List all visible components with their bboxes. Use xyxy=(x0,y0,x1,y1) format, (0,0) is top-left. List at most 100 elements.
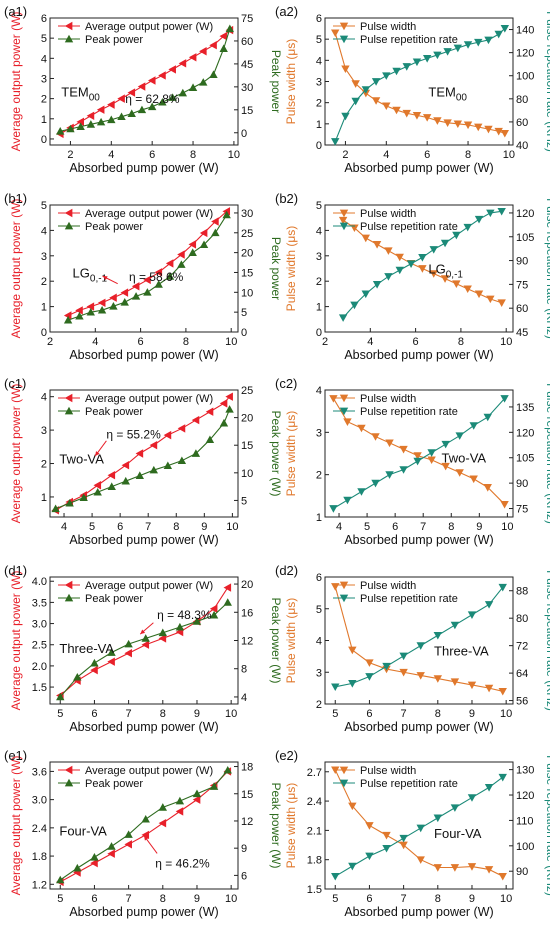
y-left-tick-label: 1 xyxy=(41,492,47,504)
data-point xyxy=(498,773,507,782)
y-left-tick-label: 2 xyxy=(41,276,47,288)
data-point xyxy=(484,125,493,134)
x-tick-label: 6 xyxy=(149,149,155,161)
data-point xyxy=(121,476,130,485)
data-point xyxy=(416,856,425,864)
y-right-tick-label: 90 xyxy=(516,866,528,878)
data-point xyxy=(121,460,130,470)
data-point xyxy=(450,678,460,686)
chart-panel-c2: 4 5 6 7 8 9 10 1 2 3 4 75 90 105 120 135 Absorbed pump p… xyxy=(275,376,550,547)
y-right-tick-label: 12 xyxy=(241,816,253,828)
efficiency-arrow-head xyxy=(140,629,146,635)
data-point xyxy=(65,498,74,507)
x-tick-label: 7 xyxy=(126,708,132,720)
x-tick-label: 8 xyxy=(183,336,189,348)
data-point xyxy=(66,124,75,133)
data-point xyxy=(443,48,452,56)
y-left-tick-label: 5 xyxy=(316,34,322,46)
data-point xyxy=(73,863,82,872)
y-left-tick-label: 5 xyxy=(316,200,322,212)
data-point xyxy=(433,51,442,60)
data-point xyxy=(137,105,147,114)
efficiency-label: η = 46.2% xyxy=(155,856,210,870)
data-point xyxy=(474,290,484,299)
legend-marker xyxy=(339,35,349,44)
data-point xyxy=(395,253,404,262)
x-tick-label: 4 xyxy=(367,336,373,348)
y-right-tick-label: 56 xyxy=(516,696,528,708)
y-left-tick-label: 3.6 xyxy=(32,766,47,778)
data-point xyxy=(191,415,200,425)
data-point xyxy=(500,500,509,509)
data-point xyxy=(382,662,391,671)
efficiency-arrow-head xyxy=(102,276,108,281)
data-point xyxy=(406,260,416,268)
legend-marker xyxy=(339,407,349,416)
data-point xyxy=(205,407,214,416)
chart-panel-b1: 2 4 6 8 10 0 1 2 3 4 5 0 5 10 15 20 25 30 Absorbed pump po… xyxy=(4,191,283,362)
y-left-tick-label: 5 xyxy=(316,604,322,616)
data-point xyxy=(209,782,219,790)
data-point xyxy=(223,765,232,774)
data-point xyxy=(455,469,464,477)
data-point xyxy=(486,209,495,218)
data-point xyxy=(399,841,408,850)
mode-label-main: LG xyxy=(428,262,445,277)
data-point xyxy=(225,405,234,413)
y-right-tick-label: 120 xyxy=(516,790,534,802)
data-point xyxy=(433,864,442,872)
x-tick-label: 6 xyxy=(366,893,372,905)
y-left-tick-label: 4 xyxy=(316,225,322,237)
y-left-tick-label: 3 xyxy=(41,425,47,437)
data-point xyxy=(141,634,150,642)
y-right-tick-label: 40 xyxy=(516,140,528,152)
efficiency-label: η = 58.6% xyxy=(129,270,184,284)
data-point xyxy=(97,298,106,307)
y-right-tick-label: 75 xyxy=(516,279,528,291)
legend-marker xyxy=(339,22,349,31)
y-right-tick-label: 8 xyxy=(241,664,247,676)
data-point xyxy=(109,302,118,310)
plot-frame xyxy=(324,389,514,518)
y-right-tick-label: 80 xyxy=(516,94,528,106)
data-point xyxy=(455,432,464,440)
data-point xyxy=(440,239,450,248)
legend-entry: Pulse width xyxy=(360,21,416,33)
mode-label-subscript: 00 xyxy=(456,93,468,104)
data-point xyxy=(56,692,65,701)
data-point xyxy=(107,482,116,490)
y-right-tick-label: 16 xyxy=(241,607,253,619)
y-left-tick-label: 2.0 xyxy=(32,661,47,673)
y-right-tick-label: 20 xyxy=(241,579,253,591)
data-point xyxy=(163,461,173,470)
data-point xyxy=(141,814,150,823)
data-point xyxy=(51,504,60,513)
y-right-tick-label: 80 xyxy=(516,613,528,625)
x-tick-label: 6 xyxy=(91,708,97,720)
data-point xyxy=(351,97,360,106)
x-tick-label: 7 xyxy=(126,893,132,905)
data-point xyxy=(399,652,408,661)
data-point xyxy=(412,58,422,67)
data-point xyxy=(96,117,106,126)
data-point xyxy=(412,112,422,120)
y-right-tick-label: 90 xyxy=(516,256,528,268)
panel-label: (c2) xyxy=(275,376,297,391)
y-left-tick-label: 2 xyxy=(41,459,47,471)
legend-entry: Pulse width xyxy=(360,580,416,592)
data-point xyxy=(107,842,116,850)
y-right-axis-label: Peak power (W) xyxy=(269,410,283,496)
mode-label: Three-VA xyxy=(59,641,114,656)
data-point xyxy=(168,93,177,101)
data-point xyxy=(469,422,478,430)
data-point xyxy=(433,631,442,640)
x-tick-label: 4 xyxy=(336,521,342,533)
plot-frame xyxy=(324,204,514,333)
y-right-tick-label: 88 xyxy=(516,586,528,598)
y-right-tick-label: 110 xyxy=(516,815,534,827)
data-point xyxy=(433,675,442,683)
y-right-axis-label: Pulse repetition rate (KHz) xyxy=(544,570,550,711)
legend-entry: Average output power (W) xyxy=(85,21,213,33)
data-point xyxy=(107,849,115,858)
